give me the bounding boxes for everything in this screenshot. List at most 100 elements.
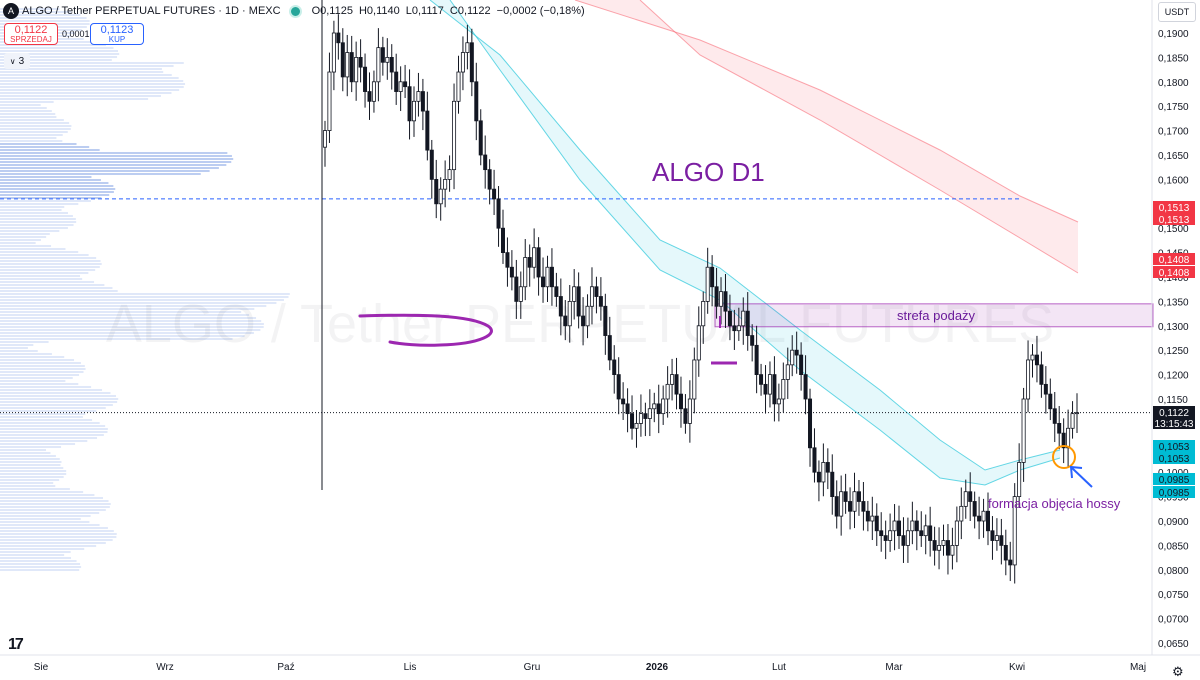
candle-body xyxy=(781,379,786,400)
candle-body xyxy=(492,188,497,200)
candle-body xyxy=(1048,393,1053,410)
volume-bar xyxy=(0,209,62,211)
currency-selector[interactable]: USDT xyxy=(1158,2,1196,22)
candle-body xyxy=(727,310,732,327)
volume-bar xyxy=(0,233,50,235)
candle-body xyxy=(954,520,959,546)
volume-bar xyxy=(0,353,52,355)
candle-body xyxy=(674,374,679,395)
price-axis[interactable]: 0,1900 0,1850 0,1800 0,1750 0,1700 0,1650 0,16… xyxy=(1151,0,1189,655)
volume-bar xyxy=(0,515,91,517)
candle-body xyxy=(865,510,870,522)
volume-bar xyxy=(0,458,60,460)
candle-body xyxy=(901,535,906,546)
volume-bar xyxy=(0,251,79,253)
candle-body xyxy=(892,520,897,532)
volume-bar xyxy=(0,200,91,202)
candle-body xyxy=(340,42,345,78)
volume-bar xyxy=(0,107,47,109)
price-label-badge xyxy=(1153,253,1195,265)
candle-body xyxy=(523,257,528,288)
time-tick-label: Lut xyxy=(772,662,786,673)
price-tick-label: 0,0650 xyxy=(1158,639,1189,650)
volume-bar xyxy=(0,269,96,271)
candle-body xyxy=(638,413,643,424)
volume-bar xyxy=(0,440,88,442)
candle-body xyxy=(625,403,630,415)
volume-bar xyxy=(0,278,83,280)
volume-bar xyxy=(0,500,109,502)
candle-body xyxy=(345,52,350,78)
candle-body xyxy=(719,291,724,307)
volume-bar xyxy=(0,509,106,511)
price-tick-label: 0,1350 xyxy=(1158,297,1189,308)
volume-bar xyxy=(0,230,60,232)
candle-body xyxy=(914,520,919,532)
volume-bar xyxy=(0,431,108,433)
candle-body xyxy=(932,540,937,551)
volume-bar xyxy=(0,101,54,103)
candle-body xyxy=(750,335,755,346)
indicators-toggle[interactable]: ∨ 3 xyxy=(4,53,30,69)
candle-body xyxy=(514,276,519,302)
candle-body xyxy=(474,81,479,122)
sell-button[interactable]: 0,1122 SPRZEDAJ xyxy=(4,23,58,45)
volume-bar xyxy=(0,191,114,193)
volume-bar xyxy=(0,140,63,142)
volume-bar xyxy=(0,383,79,385)
cyan-band-top xyxy=(429,0,1061,471)
candle-body xyxy=(981,510,986,522)
volume-bar xyxy=(0,266,100,268)
volume-bar xyxy=(0,248,66,250)
candle-body xyxy=(630,413,635,429)
time-axis[interactable]: Sie Wrz Paź Lis Gru 2026 Lut Mar Kwi Maj xyxy=(0,654,1200,673)
volume-bar xyxy=(0,308,255,310)
volume-bar xyxy=(0,164,227,166)
candle-body xyxy=(759,374,764,385)
candle-body xyxy=(714,286,719,307)
symbol-name[interactable]: ALGO / Tether PERPETUAL FUTURES · 1D · M… xyxy=(22,5,281,17)
candle-body xyxy=(821,462,826,483)
buy-button[interactable]: 0,1123 KUP xyxy=(90,23,144,45)
volume-bar xyxy=(0,98,149,100)
volume-bar xyxy=(0,11,72,13)
volume-bar xyxy=(0,461,62,463)
candle-body xyxy=(999,535,1004,546)
candle-body xyxy=(447,169,452,180)
candle-body xyxy=(1039,364,1044,385)
volume-bar xyxy=(0,428,108,430)
candle-body xyxy=(581,315,586,327)
candle-body xyxy=(483,154,488,171)
trade-buttons: 0,1122 SPRZEDAJ 0,0001 0,1123 KUP xyxy=(4,23,144,45)
gear-icon[interactable]: ⚙ xyxy=(1172,664,1184,679)
volume-bar xyxy=(0,368,86,370)
candle-body xyxy=(968,491,973,502)
volume-bar xyxy=(0,272,89,274)
volume-bar xyxy=(0,242,36,244)
candle-body xyxy=(994,535,999,541)
volume-bar xyxy=(0,332,254,334)
volume-bar xyxy=(0,443,76,445)
candle-body xyxy=(905,530,910,546)
volume-bar xyxy=(0,14,81,16)
candle-body xyxy=(1061,432,1066,449)
time-tick-label: Paź xyxy=(277,662,294,673)
volume-bar xyxy=(0,341,49,343)
volume-bar xyxy=(0,548,85,550)
volume-bar xyxy=(0,116,57,118)
price-tick-label: 0,1400 xyxy=(1158,273,1189,284)
time-tick-label: Maj xyxy=(1130,662,1146,673)
volume-bar xyxy=(0,479,60,481)
candle-body xyxy=(647,408,652,419)
candle-body xyxy=(603,305,608,336)
volume-bar xyxy=(0,530,114,532)
candle-body xyxy=(785,364,790,380)
price-tick-label: 0,0800 xyxy=(1158,566,1189,577)
volume-bar xyxy=(0,113,56,115)
candle-body xyxy=(1021,398,1026,463)
buy-price: 0,1123 xyxy=(100,24,134,36)
price-tick-label: 0,0750 xyxy=(1158,590,1189,601)
volume-bar xyxy=(0,305,267,307)
candle-body xyxy=(825,462,830,473)
